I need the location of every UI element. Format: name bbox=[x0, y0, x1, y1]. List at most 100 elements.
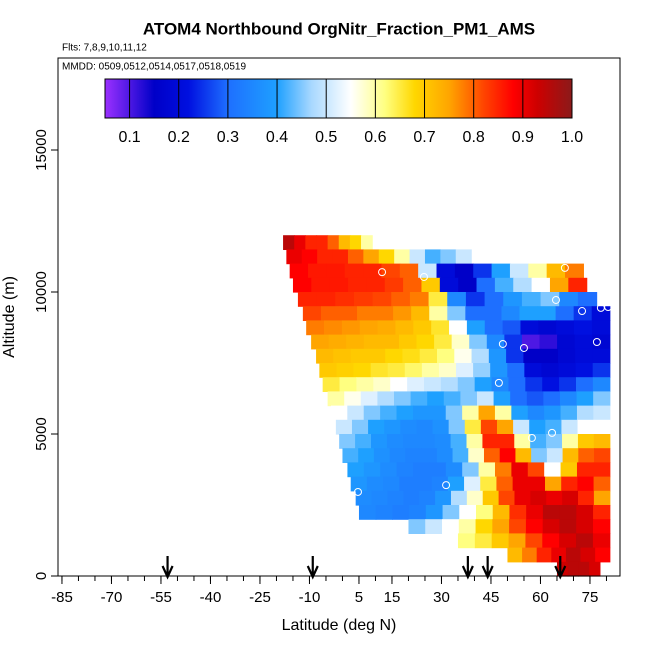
heatmap-cell bbox=[327, 235, 340, 251]
heatmap-cell bbox=[378, 249, 395, 265]
heatmap-cell bbox=[442, 519, 460, 535]
heatmap-cell bbox=[330, 405, 348, 421]
heatmap-cell bbox=[363, 405, 381, 421]
heatmap-cell bbox=[391, 292, 411, 307]
heatmap-cell bbox=[341, 320, 361, 336]
heatmap-cell bbox=[530, 490, 547, 506]
heatmap-cell bbox=[448, 419, 466, 435]
heatmap-cell bbox=[559, 533, 577, 549]
heatmap-cell bbox=[412, 405, 430, 421]
heatmap-cell bbox=[380, 405, 398, 421]
heatmap-cell bbox=[413, 320, 432, 336]
heatmap-cell bbox=[294, 235, 306, 251]
heatmap-cell bbox=[513, 277, 533, 293]
heatmap-cell bbox=[317, 249, 334, 265]
heatmap-cell bbox=[562, 490, 579, 506]
heatmap-cell bbox=[371, 434, 388, 449]
heatmap-cell bbox=[509, 505, 527, 520]
heatmap-cell bbox=[464, 419, 482, 435]
heatmap-cell bbox=[525, 519, 544, 535]
subtitle: Flts: 7,8,9,10,11,12 bbox=[62, 43, 147, 54]
heatmap-cell bbox=[363, 263, 383, 279]
x-tick-label: 75 bbox=[582, 589, 599, 606]
heatmap-cell bbox=[419, 348, 438, 364]
heatmap-cell bbox=[320, 306, 340, 322]
heatmap-cell bbox=[514, 434, 531, 449]
heatmap-cell bbox=[531, 277, 551, 293]
heatmap-cell bbox=[375, 505, 394, 520]
heatmap-cell bbox=[561, 419, 579, 435]
heatmap-cell bbox=[499, 448, 517, 464]
heatmap-cell bbox=[567, 561, 580, 577]
heatmap-cell bbox=[328, 334, 347, 350]
heatmap-cell bbox=[454, 348, 473, 364]
heatmap-cell bbox=[384, 419, 401, 435]
heatmap-cell bbox=[490, 363, 508, 378]
heatmap-cell bbox=[519, 306, 539, 322]
heatmap-cell bbox=[509, 263, 529, 279]
heatmap-cell bbox=[428, 292, 448, 307]
y-tick-label: 15000 bbox=[33, 129, 50, 171]
heatmap-cell bbox=[480, 419, 498, 435]
heatmap-cell bbox=[423, 377, 442, 393]
heatmap-cell bbox=[336, 363, 355, 378]
heatmap-cell bbox=[546, 490, 563, 506]
heatmap-cell bbox=[311, 334, 330, 350]
heatmap-cell bbox=[544, 462, 562, 478]
heatmap-cell bbox=[511, 405, 529, 421]
heatmap-cell bbox=[529, 419, 546, 435]
heatmap-cell bbox=[473, 363, 491, 378]
heatmap-cell bbox=[363, 334, 382, 350]
marker bbox=[498, 339, 507, 348]
heatmap-cell bbox=[344, 263, 364, 279]
heatmap-cell bbox=[396, 462, 414, 478]
heatmap-cell bbox=[507, 547, 523, 563]
marker bbox=[527, 433, 536, 442]
heatmap-cell bbox=[521, 292, 542, 307]
colorbar-tick-label: 0.9 bbox=[512, 129, 534, 146]
heatmap-cell bbox=[524, 363, 543, 378]
heatmap-cell bbox=[565, 263, 584, 279]
heatmap-cell bbox=[592, 519, 611, 535]
heatmap-cell bbox=[445, 405, 463, 421]
heatmap-cell bbox=[521, 334, 541, 350]
heatmap-cell bbox=[421, 277, 441, 293]
heatmap-cell bbox=[574, 320, 593, 336]
heatmap-cell bbox=[373, 448, 391, 464]
heatmap-cell bbox=[482, 490, 500, 506]
x-tick-label: -40 bbox=[200, 589, 222, 606]
heatmap-cell bbox=[482, 434, 499, 449]
heatmap-cell bbox=[418, 263, 438, 279]
heatmap-cell bbox=[350, 476, 368, 492]
heatmap-cell bbox=[427, 391, 445, 407]
heatmap-cell bbox=[366, 277, 386, 293]
heatmap-cell bbox=[593, 476, 611, 492]
x-tick-label: 30 bbox=[433, 589, 450, 606]
heatmap-cell bbox=[546, 448, 564, 464]
heatmap-cell bbox=[386, 434, 404, 449]
heatmap-cell bbox=[458, 519, 477, 535]
heatmap-cell bbox=[593, 434, 611, 449]
heatmap-cell bbox=[466, 490, 484, 506]
heatmap-cell bbox=[425, 505, 444, 520]
heatmap-cell bbox=[478, 405, 496, 421]
heatmap-cell bbox=[466, 320, 486, 336]
heatmap-cell bbox=[476, 505, 494, 520]
heatmap-cell bbox=[540, 348, 559, 364]
heatmap-cell bbox=[528, 263, 548, 279]
heatmap-cell bbox=[577, 292, 598, 307]
heatmap-cell bbox=[332, 249, 349, 265]
colorbar-tick-label: 0.8 bbox=[463, 129, 485, 146]
heatmap-cell bbox=[394, 391, 412, 407]
heatmap-cell bbox=[543, 391, 561, 407]
heatmap-cell bbox=[363, 249, 380, 265]
heatmap-cell bbox=[342, 448, 359, 464]
heatmap-cell bbox=[561, 476, 578, 492]
heatmap-cell bbox=[377, 391, 395, 407]
heatmap-cell bbox=[353, 363, 372, 378]
heatmap-cell bbox=[594, 448, 611, 464]
colorbar-tick-label: 0.5 bbox=[315, 129, 337, 146]
heatmap-cell bbox=[385, 348, 404, 364]
x-tick-label: 60 bbox=[532, 589, 549, 606]
heatmap-cell bbox=[562, 448, 579, 464]
